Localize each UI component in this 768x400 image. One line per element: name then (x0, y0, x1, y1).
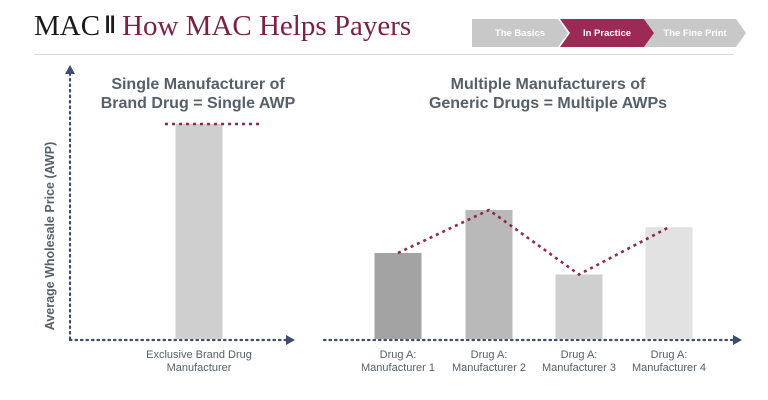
bar (645, 227, 693, 339)
chart-heading-multiple-line1: Multiple Manufacturers of (450, 76, 646, 93)
title-separator: ‖ (104, 12, 117, 39)
x-tick-label-line1: Drug A: (560, 349, 598, 361)
x-tick-label-line1: Drug A: (650, 349, 688, 361)
x-tick-label: Drug A: Manufacturer 2 (424, 349, 554, 375)
page-title: MAC ‖ How MAC Helps Payers (34, 12, 411, 41)
x-tick-label-line1: Exclusive Brand Drug (146, 349, 252, 361)
x-axis-right-arrow (733, 335, 742, 345)
x-tick-label-line2: Manufacturer 4 (632, 362, 706, 374)
chart-heading-single-line1: Single Manufacturer of (111, 76, 285, 93)
header: MAC ‖ How MAC Helps Payers The Basics The … (0, 0, 768, 56)
x-tick-label-line1: Drug A: (379, 349, 417, 361)
x-tick-label-line2: Manufacturer 1 (361, 362, 435, 374)
chart-heading-single-line2: Brand Drug = Single AWP (100, 95, 296, 112)
x-tick-label-line2: Manufacturer 2 (452, 362, 526, 374)
progress-steps: The Basics The Fine Print In Practice (472, 19, 746, 47)
x-tick-label: Exclusive Brand Drug Manufacturer (134, 349, 264, 375)
x-tick-label-line1: Drug A: (470, 349, 508, 361)
x-tick-label: Drug A: Manufacturer 3 (514, 349, 644, 375)
brand-logo: MAC (34, 10, 101, 42)
bar (555, 274, 603, 339)
bar (175, 124, 223, 339)
chart-heading-multiple: Multiple Manufacturers of Generic Drugs … (380, 75, 716, 113)
bar (374, 253, 422, 339)
title-text: How MAC Helps Payers (122, 10, 412, 42)
y-axis-label: Average Wholesale Price (AWP) (43, 141, 57, 331)
x-tick-label-line2: Manufacturer (166, 362, 232, 374)
header-divider (34, 54, 734, 55)
x-axis-left-arrow (286, 335, 295, 345)
bar (465, 210, 513, 339)
x-tick-label-line2: Manufacturer 3 (542, 362, 616, 374)
y-axis-arrow (65, 65, 75, 74)
price-line-multiple (397, 208, 670, 277)
step-the-basics[interactable]: The Basics (472, 19, 568, 47)
x-tick-label: Drug A: Manufacturer 1 (333, 349, 463, 375)
step-the-fine-print[interactable]: The Fine Print (644, 19, 746, 47)
x-tick-label: Drug A: Manufacturer 4 (604, 349, 734, 375)
step-in-practice[interactable]: In Practice (560, 19, 654, 47)
chart-heading-multiple-line2: Generic Drugs = Multiple AWPs (428, 95, 668, 112)
chart-heading-single: Single Manufacturer of Brand Drug = Sing… (60, 75, 336, 113)
